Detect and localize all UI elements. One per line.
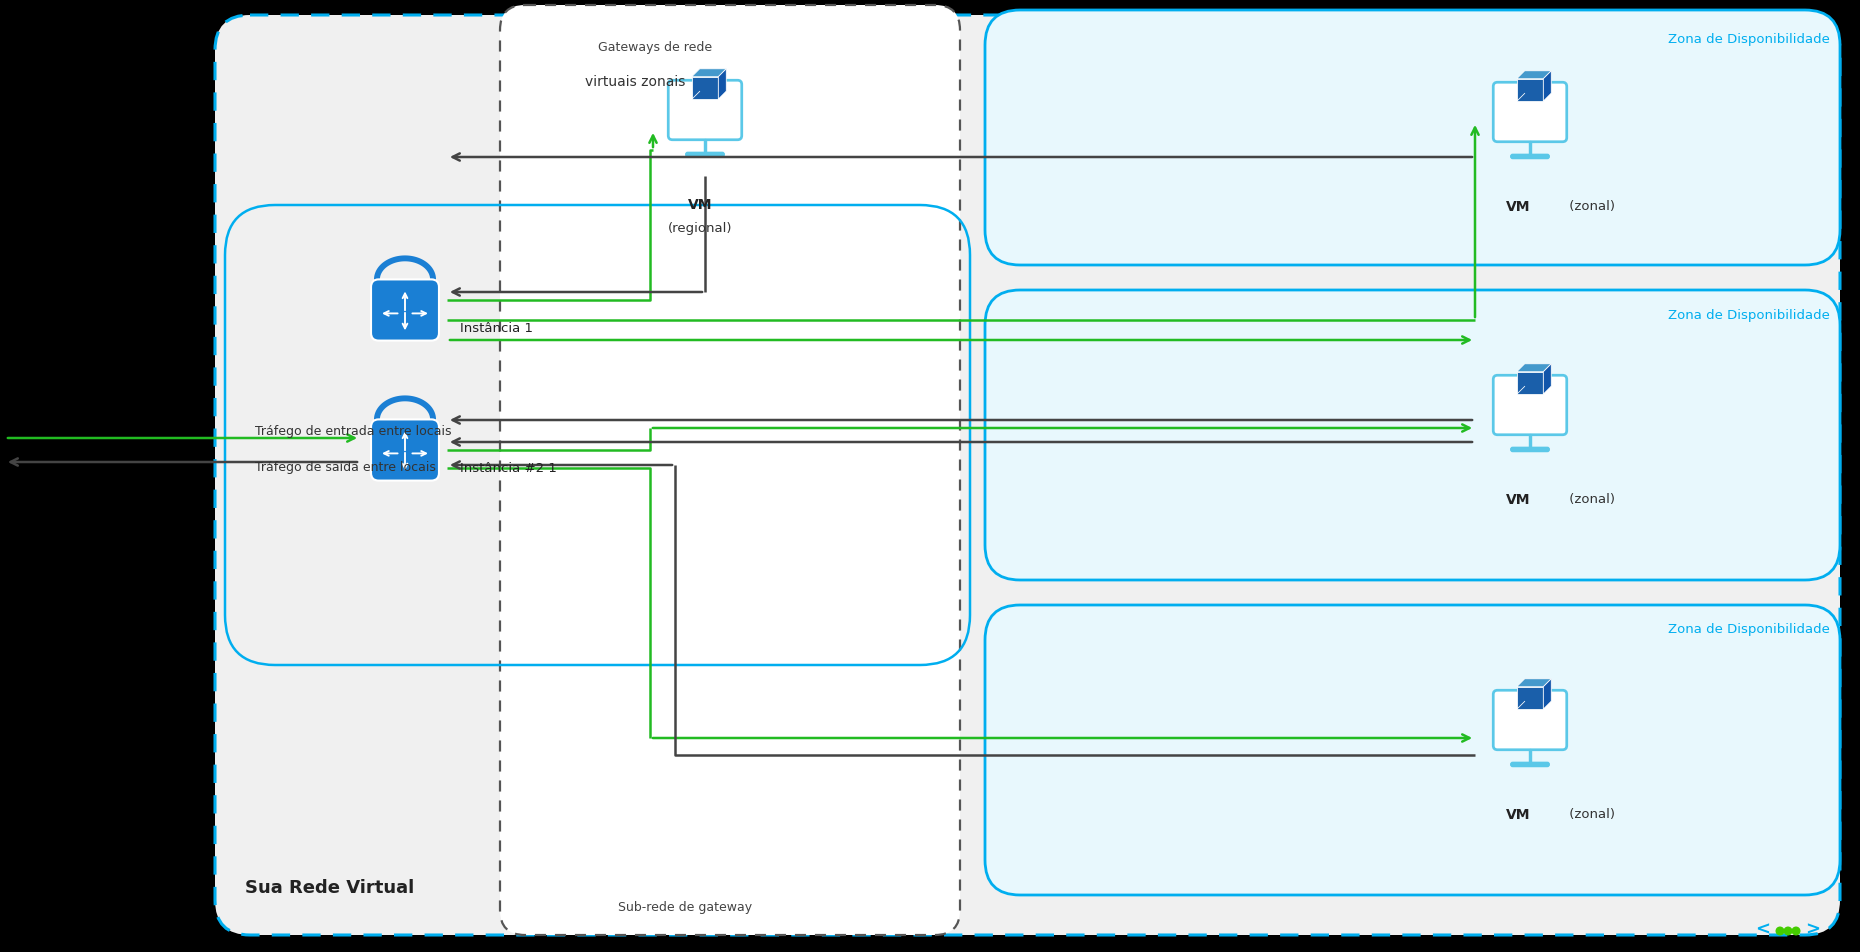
FancyBboxPatch shape: [986, 605, 1840, 895]
FancyBboxPatch shape: [1510, 763, 1549, 766]
Polygon shape: [1516, 364, 1551, 371]
Polygon shape: [1516, 79, 1544, 101]
Circle shape: [1784, 927, 1791, 935]
Polygon shape: [1516, 371, 1544, 394]
Text: (zonal): (zonal): [1564, 200, 1614, 213]
Text: Instância #2 1: Instância #2 1: [459, 462, 556, 474]
Text: VM: VM: [1507, 200, 1531, 214]
FancyBboxPatch shape: [1494, 690, 1566, 750]
Text: Sua Rede Virtual: Sua Rede Virtual: [246, 879, 415, 897]
Text: VM: VM: [688, 198, 712, 212]
Text: Gateways de rede: Gateways de rede: [597, 42, 712, 54]
FancyBboxPatch shape: [1494, 375, 1566, 435]
Text: <: <: [1756, 921, 1771, 939]
FancyBboxPatch shape: [1510, 447, 1549, 451]
Text: Sub-rede de gateway: Sub-rede de gateway: [618, 902, 751, 915]
Text: VM: VM: [1507, 808, 1531, 822]
FancyBboxPatch shape: [370, 420, 439, 481]
Text: virtuais zonais: virtuais zonais: [584, 75, 684, 89]
FancyBboxPatch shape: [1510, 154, 1549, 159]
Text: (regional): (regional): [668, 222, 733, 235]
FancyBboxPatch shape: [370, 279, 439, 341]
FancyBboxPatch shape: [986, 10, 1840, 265]
Text: VM: VM: [1507, 493, 1531, 507]
Polygon shape: [1516, 686, 1544, 709]
Text: Tráfego de saída entre locais: Tráfego de saída entre locais: [255, 462, 435, 474]
Text: (zonal): (zonal): [1564, 808, 1614, 821]
Text: Instância 1: Instância 1: [459, 322, 534, 334]
Polygon shape: [1544, 70, 1551, 101]
Text: Zona de Disponibilidade: Zona de Disponibilidade: [1668, 33, 1830, 47]
FancyBboxPatch shape: [216, 15, 1840, 935]
Text: Zona de Disponibilidade: Zona de Disponibilidade: [1668, 624, 1830, 637]
Text: Tráfego de entrada entre locais: Tráfego de entrada entre locais: [255, 426, 452, 439]
Circle shape: [1793, 927, 1800, 935]
FancyBboxPatch shape: [1494, 82, 1566, 142]
FancyBboxPatch shape: [500, 5, 960, 935]
Polygon shape: [692, 69, 725, 77]
Polygon shape: [718, 69, 725, 99]
FancyBboxPatch shape: [668, 80, 742, 140]
Text: (zonal): (zonal): [1564, 493, 1614, 506]
Polygon shape: [1544, 679, 1551, 709]
FancyBboxPatch shape: [686, 152, 724, 156]
Polygon shape: [1516, 679, 1551, 686]
Polygon shape: [1544, 364, 1551, 394]
FancyBboxPatch shape: [986, 290, 1840, 580]
Polygon shape: [1516, 70, 1551, 79]
Polygon shape: [692, 77, 718, 99]
Circle shape: [1776, 927, 1784, 935]
Text: >: >: [1806, 921, 1821, 939]
Text: Zona de Disponibilidade: Zona de Disponibilidade: [1668, 308, 1830, 322]
